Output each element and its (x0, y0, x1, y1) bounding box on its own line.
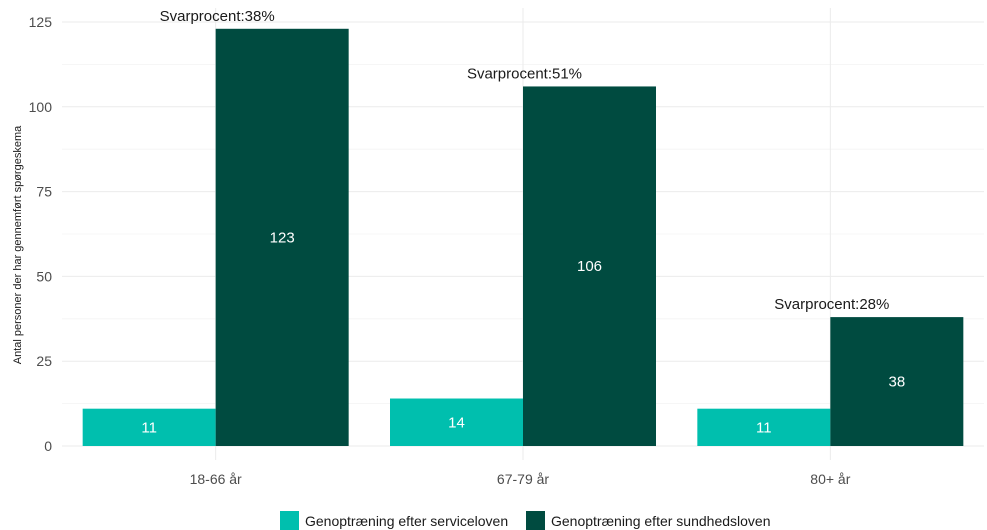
response-rate-annotation: Svarprocent:38% (160, 8, 275, 25)
response-rate-annotation: Svarprocent:51% (467, 65, 582, 82)
bar-value-label: 14 (448, 414, 465, 431)
x-tick-label: 67-79 år (497, 471, 549, 487)
bar-value-label: 106 (577, 258, 602, 275)
y-tick-label: 75 (36, 184, 52, 200)
bar-value-label: 123 (270, 229, 295, 246)
y-axis-ticks: 0 25 50 75 100 125 (29, 14, 53, 454)
y-tick-label: 50 (36, 268, 52, 284)
legend-label: Genoptræning efter sundhedsloven (551, 513, 770, 529)
bar-data-labels: 11 123 14 106 11 38 (141, 229, 905, 436)
bar-value-label: 11 (141, 419, 157, 436)
legend-label: Genoptræning efter serviceloven (305, 513, 508, 529)
y-axis-label: Antal personer der har gennemført spørge… (12, 125, 24, 364)
bar-sundhedsloven (830, 317, 964, 446)
bar-sundhedsloven (215, 28, 349, 447)
bar-value-label: 11 (756, 419, 772, 436)
legend-swatch (526, 511, 545, 530)
bar-sundhedsloven (523, 86, 656, 446)
legend-swatch (280, 511, 299, 530)
response-rate-annotation: Svarprocent:28% (774, 296, 889, 313)
y-tick-label: 25 (36, 353, 52, 369)
x-tick-label: 18-66 år (190, 471, 242, 487)
bar-serviceloven (697, 408, 831, 446)
y-tick-label: 100 (29, 99, 53, 115)
bar-serviceloven (82, 408, 216, 446)
y-tick-label: 0 (44, 438, 52, 454)
x-tick-label: 80+ år (810, 471, 850, 487)
y-tick-label: 125 (29, 14, 53, 30)
annotations: Svarprocent:38% Svarprocent:51% Svarprocen… (160, 8, 890, 313)
bar-value-label: 38 (888, 374, 905, 391)
bars (82, 28, 964, 447)
x-axis-ticks: 18-66 år 67-79 år 80+ år (190, 471, 851, 487)
legend: Genoptræning efter serviceloven Genoptræn… (280, 511, 770, 530)
bar-serviceloven (390, 398, 523, 446)
